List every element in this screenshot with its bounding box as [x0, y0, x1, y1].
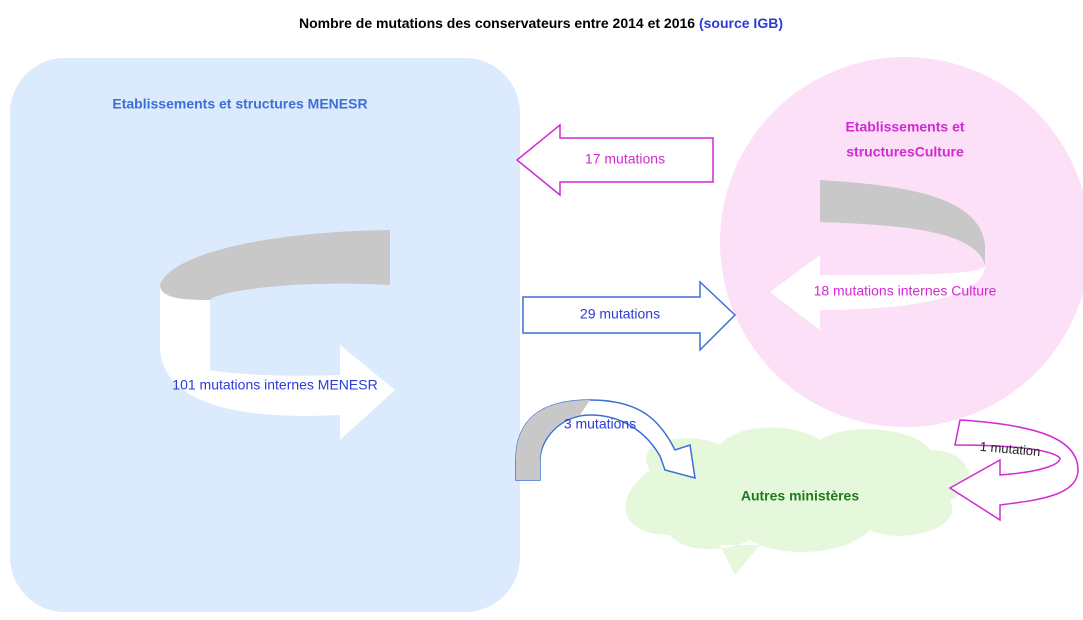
flow-arrow [522, 280, 737, 352]
curve-arrow [160, 285, 210, 375]
title-source: (source IGB) [699, 15, 783, 31]
autres-label: Autres ministères [741, 488, 859, 504]
menesr-box [10, 58, 520, 612]
curve-arrow [820, 180, 985, 265]
flow-label: 3 mutations [564, 416, 636, 432]
culture-label: structuresCulture [846, 144, 964, 160]
flow-arrow [515, 123, 714, 197]
title-main: Nombre de mutations des conservateurs en… [299, 15, 695, 31]
culture-internal: 18 mutations internes Culture [814, 283, 997, 299]
title: Nombre de mutations des conservateurs en… [299, 15, 783, 31]
flow-arrow [516, 400, 590, 480]
menesr-label: Etablissements et structures MENESR [112, 96, 367, 112]
curve-arrow [160, 230, 390, 300]
flow-arrow [948, 419, 1079, 522]
flow-label: 1 mutation [979, 439, 1041, 459]
curve-arrow [770, 255, 985, 330]
flow-label: 17 mutations [585, 151, 665, 167]
flow-label: 29 mutations [580, 306, 660, 322]
cloud [625, 427, 969, 575]
curve-arrow [160, 345, 395, 440]
culture-circle [720, 57, 1083, 427]
culture-label: Etablissements et [845, 119, 964, 135]
menesr-internal: 101 mutations internes MENESR [172, 377, 377, 393]
